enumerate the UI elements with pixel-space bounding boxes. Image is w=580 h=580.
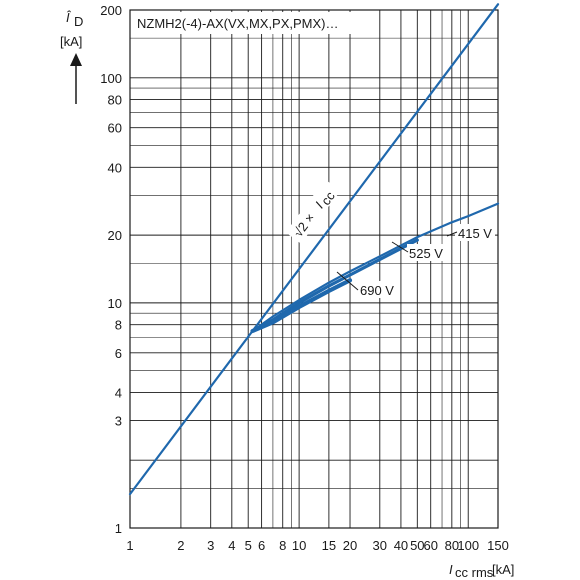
y-tick-label: 80 [108, 93, 122, 108]
x-axis-label: I cc rms [kA] [449, 562, 514, 580]
plot-background [130, 10, 498, 528]
y-tick-label: 1 [115, 521, 122, 536]
series-layer [128, 3, 500, 496]
x-tick-label: 2 [177, 538, 184, 553]
y-axis-subscript: D [74, 14, 83, 29]
y-tick-label: 100 [100, 71, 122, 86]
y-axis-unit: [kA] [60, 34, 82, 49]
title-backdrop [134, 12, 356, 34]
x-axis-unit: [kA] [492, 562, 514, 577]
grid-minor [130, 10, 498, 528]
x-tick-label: 150 [487, 538, 509, 553]
x-axis-subscript: cc rms [455, 565, 494, 580]
x-tick-label: 100 [457, 538, 479, 553]
leader-line-690v [336, 271, 359, 291]
plot-frame [129, 9, 499, 529]
x-tick-label: 30 [373, 538, 387, 553]
y-axis-arrow [70, 53, 82, 104]
x-tick-label: 3 [207, 538, 214, 553]
y-tick-label: 6 [115, 346, 122, 361]
y-tick-label: 200 [100, 3, 122, 18]
y-tick-label: 20 [108, 228, 122, 243]
leader-line-525v [391, 241, 409, 253]
x-tick-label: 20 [343, 538, 357, 553]
x-tick-label: 50 [410, 538, 424, 553]
x-axis-symbol: I [449, 562, 453, 577]
series-label-525v: 525 V [409, 246, 443, 261]
y-axis-symbol: Î [66, 10, 72, 25]
series-label-690v: 690 V [360, 283, 394, 298]
series-line-415v [251, 202, 500, 333]
label-backdrop-525v [407, 244, 447, 261]
x-tick-label: 10 [292, 538, 306, 553]
y-tick-label: 3 [115, 414, 122, 429]
x-tick-label: 80 [445, 538, 459, 553]
label-backdrop-690v [358, 281, 398, 298]
x-tick-label: 40 [394, 538, 408, 553]
y-tick-labels: 1 3 4 6 8 10 20 40 60 80 100 200 [100, 3, 122, 536]
x-tick-label: 60 [423, 538, 437, 553]
series-line-sqrt2-icc [128, 3, 500, 496]
x-tick-label: 4 [228, 538, 235, 553]
x-tick-label: 5 [245, 538, 252, 553]
leader-line-415v [446, 231, 458, 237]
chart-title: NZMH2(-4)-AX(VX,MX,PX,PMX)… [137, 16, 339, 31]
y-tick-label: 40 [108, 160, 122, 175]
label-backdrop-415v [455, 224, 495, 241]
y-tick-label: 8 [115, 318, 122, 333]
x-tick-label: 8 [279, 538, 286, 553]
x-tick-label: 15 [322, 538, 336, 553]
series-label-415v: 415 V [458, 226, 492, 241]
series-line-690v [250, 278, 353, 334]
x-tick-label: 1 [126, 538, 133, 553]
label-backdrop-sqrt2-icc [285, 179, 341, 244]
y-tick-label: 10 [108, 296, 122, 311]
y-tick-label: 60 [108, 121, 122, 136]
x-tick-label: 6 [258, 538, 265, 553]
y-tick-label: 4 [115, 385, 122, 400]
